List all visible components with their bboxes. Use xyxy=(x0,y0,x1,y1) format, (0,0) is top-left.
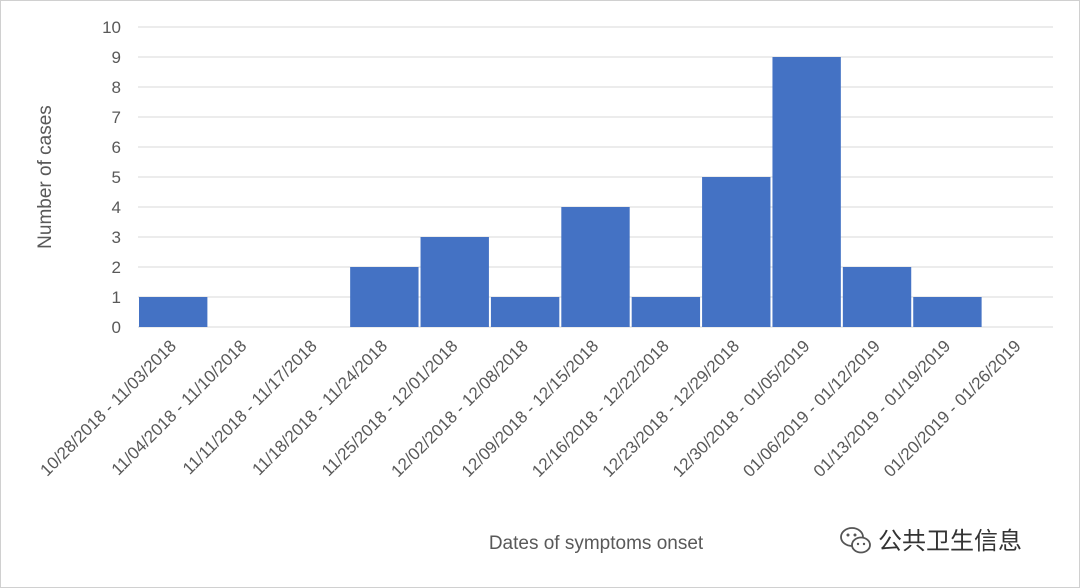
y-tick-label: 8 xyxy=(112,78,121,97)
bar xyxy=(561,207,630,327)
bar xyxy=(350,267,419,327)
y-tick-label: 2 xyxy=(112,258,121,277)
y-tick-label: 10 xyxy=(102,18,121,37)
y-tick-label: 1 xyxy=(112,288,121,307)
x-tick-label: 01/20/2019 - 01/26/2019 xyxy=(880,336,1024,480)
x-tick-label: 12/23/2018 - 12/29/2018 xyxy=(599,336,743,480)
x-tick-label: 01/13/2019 - 01/19/2019 xyxy=(810,336,954,480)
bar xyxy=(702,177,771,327)
watermark: 公共卫生信息 xyxy=(840,527,1022,555)
y-axis-title: Number of cases xyxy=(35,105,56,249)
watermark-text: 公共卫生信息 xyxy=(878,527,1022,555)
x-tick-label: 11/04/2018 - 11/10/2018 xyxy=(108,336,251,479)
bar xyxy=(772,57,841,327)
y-tick-label: 0 xyxy=(112,318,121,337)
wechat-icon xyxy=(840,527,871,554)
x-tick-label: 12/30/2018 - 01/05/2019 xyxy=(669,336,813,480)
bar xyxy=(913,297,982,327)
x-axis-title: Dates of symptoms onset xyxy=(489,533,704,554)
x-tick-label: 01/06/2019 - 01/12/2019 xyxy=(739,336,883,480)
y-tick-label: 6 xyxy=(112,138,121,157)
y-tick-label: 7 xyxy=(112,108,121,127)
y-tick-labels: 0 1 2 3 4 5 6 7 8 9 10 xyxy=(102,18,121,337)
y-tick-label: 5 xyxy=(112,168,121,187)
x-tick-label: 11/25/2018 - 12/01/2018 xyxy=(318,336,462,480)
bar xyxy=(490,297,560,327)
x-tick-label: 10/28/2018 - 11/03/2018 xyxy=(36,336,180,480)
bar xyxy=(420,237,489,327)
y-tick-label: 3 xyxy=(112,228,121,247)
bars xyxy=(139,57,982,327)
bar xyxy=(842,267,912,327)
x-tick-label: 11/18/2018 - 11/24/2018 xyxy=(249,336,392,479)
bar xyxy=(139,297,208,327)
y-tick-label: 9 xyxy=(112,48,121,67)
x-tick-label: 12/09/2018 - 12/15/2018 xyxy=(458,336,602,480)
x-tick-label: 11/11/2018 - 11/17/2018 xyxy=(179,336,321,478)
y-tick-label: 4 xyxy=(112,198,121,217)
x-tick-label: 12/02/2018 - 12/08/2018 xyxy=(387,336,531,480)
bar xyxy=(631,297,701,327)
x-tick-label: 12/16/2018 - 12/22/2018 xyxy=(528,336,672,480)
